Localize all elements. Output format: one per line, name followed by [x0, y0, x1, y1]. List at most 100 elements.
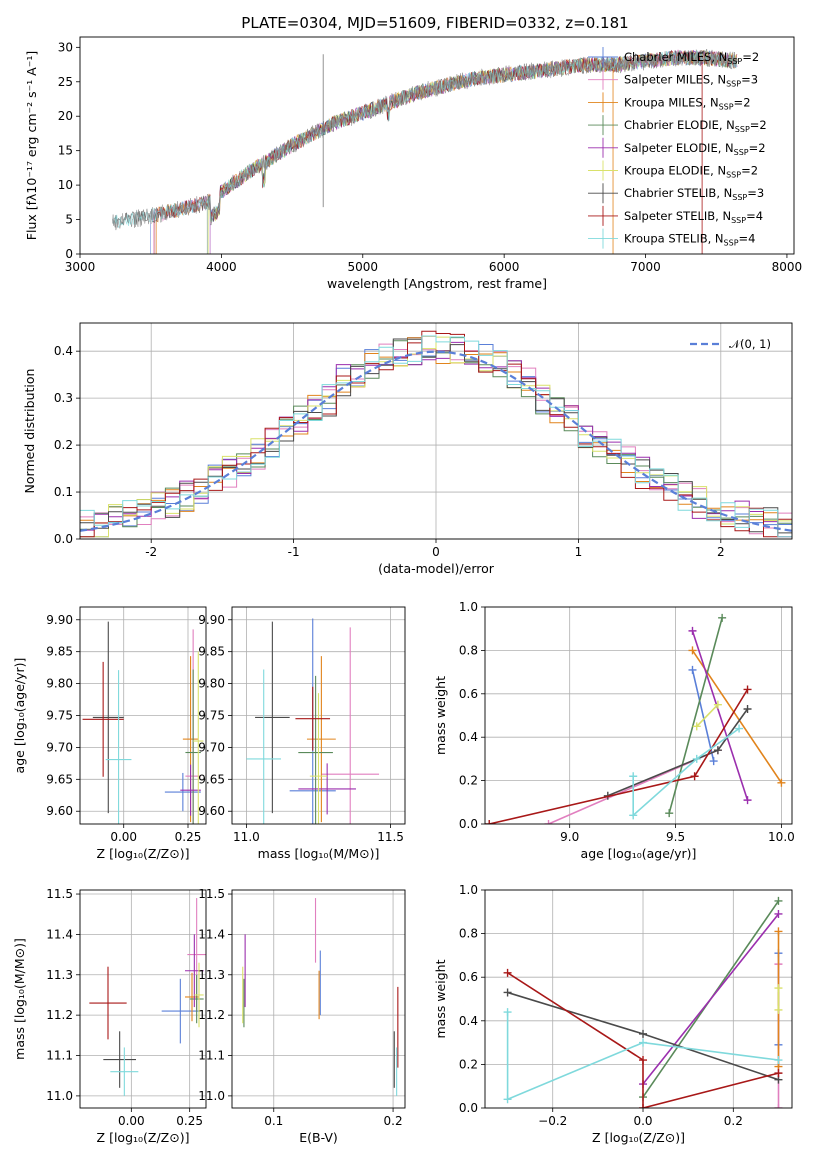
plus-marker — [503, 1095, 512, 1104]
plus-marker — [692, 754, 701, 763]
y-tick-label: 9.90 — [46, 613, 73, 627]
x-tick-label: 6000 — [489, 260, 520, 274]
legend-n-subscript: SSP — [734, 148, 749, 157]
y-tick-label: 0.3 — [54, 391, 73, 405]
plus-marker — [743, 685, 752, 694]
y-tick-label: 9.70 — [46, 740, 73, 754]
mass-weight-series — [503, 988, 783, 1084]
x-tick-label: 8000 — [772, 260, 803, 274]
legend-n-subscript: SSP — [726, 171, 741, 180]
legend-n-subscript: SSP — [719, 102, 734, 111]
y-tick-label: 0.8 — [459, 927, 478, 941]
legend-n-value: 3 — [757, 186, 764, 200]
plus-marker — [743, 704, 752, 713]
y-tick-label: 9.75 — [198, 709, 225, 723]
y-tick-label: 9.85 — [198, 645, 225, 659]
grid-lines — [80, 607, 206, 824]
errorbar-point — [105, 670, 132, 824]
x-tick-label: -1 — [288, 545, 300, 559]
y-tick-label: 0.0 — [54, 532, 73, 546]
plus-marker — [713, 746, 722, 755]
plus-marker — [639, 1038, 648, 1047]
mass-weight-series — [665, 613, 727, 818]
mass-weight-series — [603, 704, 752, 800]
mass-weight-line — [632, 727, 740, 818]
mass-weight-series — [688, 626, 752, 805]
plus-marker — [718, 613, 727, 622]
y-tick-label: 11.3 — [46, 968, 73, 982]
legend-entry: Salpeter STELIB, NSSP=4 — [624, 209, 763, 225]
y-tick-label: 9.90 — [198, 613, 225, 627]
residual-histogram — [80, 341, 792, 538]
x-tick-label: 11.0 — [233, 830, 260, 844]
plot-area — [82, 621, 204, 824]
legend-n-value: 2 — [743, 95, 750, 109]
legend-entry: 𝒩(0, 1) — [729, 337, 771, 351]
x-tick-label: 0.2 — [724, 1114, 743, 1128]
x-tick-label: 0.00 — [110, 830, 137, 844]
x-tick-label: 0.0 — [633, 1114, 652, 1128]
y-tick-label: 9.75 — [46, 709, 73, 723]
x-tick-label: 9.0 — [560, 830, 579, 844]
y-tick-label: 11.3 — [198, 968, 225, 982]
x-tick-label: 1 — [575, 545, 583, 559]
plot-area — [485, 613, 786, 824]
errorbar-point — [289, 618, 336, 824]
plus-marker — [639, 1104, 648, 1108]
age-vs-mass-panel: 11.0 11.5 9.60 9.65 9.70 9.75 9.80 9.85 9.90 mass… — [198, 606, 406, 861]
y-tick-label: 0.4 — [459, 730, 478, 744]
y-tick-label: 10 — [58, 178, 73, 192]
mass-weight-series — [692, 700, 722, 731]
y-tick-label: 0.6 — [459, 687, 478, 701]
x-tick-label: 0.1 — [264, 1114, 283, 1128]
mass-weight-series — [629, 724, 744, 820]
mass-weight-series — [688, 665, 718, 766]
plus-marker — [709, 757, 718, 766]
errorbar-point — [298, 675, 333, 824]
plus-marker — [639, 1029, 648, 1038]
plot-area — [80, 330, 792, 538]
plus-marker — [774, 984, 783, 993]
legend-n-subscript: SSP — [731, 216, 746, 225]
plus-marker — [774, 1005, 783, 1014]
mass-weight-series — [503, 1008, 783, 1104]
x-axis-label: Z [log₁₀(Z/Z⊙)] — [97, 1130, 190, 1145]
legend-n-value: 2 — [759, 118, 766, 132]
x-tick-label: 5000 — [347, 260, 378, 274]
axes-frame — [484, 889, 793, 1109]
y-tick-label: 25 — [58, 75, 73, 89]
legend-name: Chabrier ELODIE — [624, 118, 719, 132]
grid-lines — [232, 890, 405, 1108]
legend-n-value: 2 — [758, 141, 765, 155]
axes-frame — [484, 606, 793, 825]
plus-marker — [503, 1008, 512, 1017]
errorbar-point — [180, 764, 201, 816]
plus-marker — [774, 1056, 783, 1065]
legend-n-subscript: SSP — [732, 193, 747, 202]
legend-n-equals: = — [750, 118, 760, 132]
plus-marker — [688, 665, 697, 674]
axes-frame — [231, 889, 406, 1109]
errorbar-point — [89, 966, 127, 1040]
plus-marker — [774, 1069, 783, 1078]
y-tick-label: 15 — [58, 144, 73, 158]
y-tick-label: 0.2 — [459, 1057, 478, 1071]
legend-n-subscript: SSP — [724, 239, 739, 248]
plus-marker — [544, 820, 553, 824]
legend-entry: Chabrier STELIB, NSSP=3 — [624, 186, 764, 202]
y-tick-label: 9.80 — [198, 677, 225, 691]
mass-weight-series — [639, 909, 783, 1089]
x-tick-label: -2 — [145, 545, 157, 559]
legend-n-label: , N — [708, 232, 724, 246]
y-tick-label: 11.2 — [198, 1008, 225, 1022]
mass-weight-line — [506, 1012, 779, 1101]
mass-weight-line — [668, 617, 723, 814]
plus-marker — [665, 809, 674, 818]
legend-entry: Kroupa ELODIE, NSSP=2 — [624, 164, 758, 180]
legend-n-subscript: SSP — [727, 57, 742, 66]
legend-entry: Chabrier MILES, NSSP=2 — [624, 50, 759, 66]
x-axis-label: E(B-V) — [299, 1130, 338, 1145]
x-tick-label: 2 — [717, 545, 725, 559]
mass-weight-line — [691, 630, 749, 801]
